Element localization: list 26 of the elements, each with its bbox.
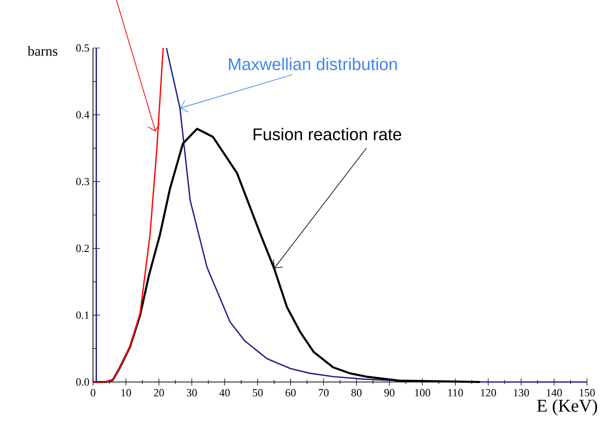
y-tick-label: 0.1 — [76, 311, 89, 319]
y-tick-label: 0.3 — [76, 178, 90, 186]
x-tick-label: 50 — [252, 389, 263, 396]
x-tick-label: 40 — [219, 389, 230, 396]
x-tick-label: 20 — [154, 389, 164, 396]
x-tick-label: 60 — [286, 389, 296, 396]
x-axis-title: E (KeV) — [537, 399, 598, 416]
y-axis-title: barns — [28, 46, 58, 56]
y-tick-label: 0.2 — [76, 244, 89, 252]
x-tick-label: 10 — [121, 389, 131, 396]
annotation: Fusion reaction rate — [254, 128, 402, 140]
x-tick-label: 30 — [186, 389, 197, 396]
x-tick-label: 0 — [90, 389, 96, 396]
x-tick-label: 120 — [480, 389, 496, 396]
x-tick-label: 100 — [415, 389, 430, 396]
x-tick-label: 80 — [351, 389, 362, 396]
x-tick-label: 110 — [448, 389, 463, 396]
annotation: Maxwellian distribution — [228, 58, 397, 70]
x-tick-label: 130 — [514, 389, 529, 396]
y-tick-label: 0.0 — [76, 378, 90, 386]
y-tick-label: 0.5 — [76, 44, 90, 52]
x-tick-label: 140 — [546, 389, 562, 396]
x-tick-label: 90 — [384, 389, 394, 396]
x-tick-label: 150 — [580, 389, 595, 396]
x-tick-label: 70 — [318, 389, 329, 396]
y-tick-label: 0.4 — [76, 111, 90, 119]
